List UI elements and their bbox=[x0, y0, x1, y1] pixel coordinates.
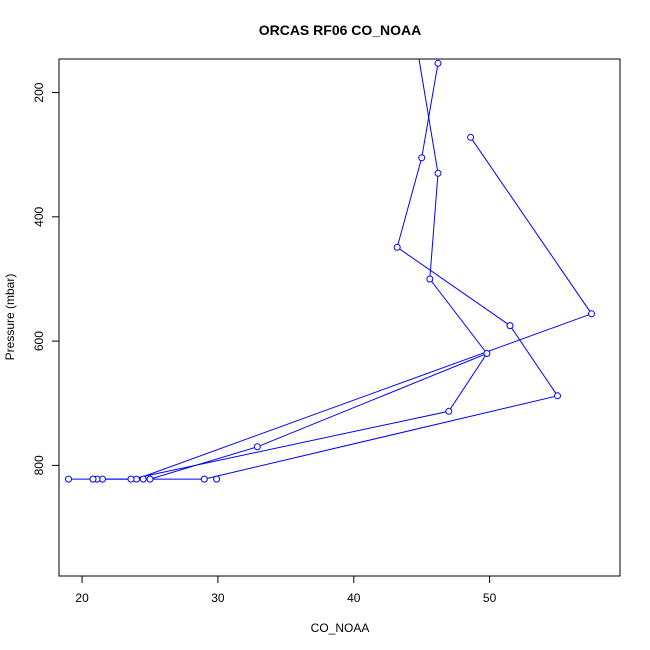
data-point bbox=[434, 169, 442, 177]
x-axis: 20 30 40 50 bbox=[75, 576, 497, 605]
series-points bbox=[65, 59, 595, 483]
data-point bbox=[393, 243, 401, 251]
data-point bbox=[89, 475, 97, 483]
plot-frame bbox=[58, 58, 621, 577]
y-axis-label: Pressure (mbar) bbox=[3, 274, 17, 361]
data-point bbox=[127, 475, 135, 483]
data-point bbox=[506, 322, 514, 330]
data-point bbox=[65, 475, 72, 483]
y-tick-label: 400 bbox=[32, 207, 46, 227]
data-point bbox=[445, 407, 453, 415]
data-point bbox=[213, 475, 221, 483]
x-axis-label: CO_NOAA bbox=[311, 621, 370, 635]
data-point bbox=[426, 275, 434, 283]
y-tick-label: 200 bbox=[32, 82, 46, 102]
y-tick-label: 600 bbox=[32, 331, 46, 351]
y-tick-label: 800 bbox=[32, 455, 46, 475]
y-axis: 200 400 600 800 bbox=[32, 82, 59, 475]
x-tick-label: 30 bbox=[211, 591, 225, 605]
x-tick-label: 20 bbox=[75, 591, 89, 605]
data-point bbox=[434, 59, 442, 67]
x-tick-label: 50 bbox=[483, 591, 497, 605]
data-point bbox=[139, 475, 147, 483]
series-line-2 bbox=[93, 63, 559, 480]
x-tick-label: 40 bbox=[347, 591, 361, 605]
data-point bbox=[554, 392, 561, 400]
series-line-1 bbox=[68, 59, 593, 480]
series-lines bbox=[68, 59, 593, 480]
chart-title: ORCAS RF06 CO_NOAA bbox=[259, 22, 422, 38]
data-point bbox=[418, 154, 426, 162]
data-point bbox=[483, 350, 491, 357]
data-point bbox=[146, 475, 154, 483]
data-point bbox=[200, 475, 208, 483]
data-point bbox=[253, 443, 261, 451]
data-point bbox=[467, 133, 475, 141]
data-point bbox=[588, 310, 595, 318]
